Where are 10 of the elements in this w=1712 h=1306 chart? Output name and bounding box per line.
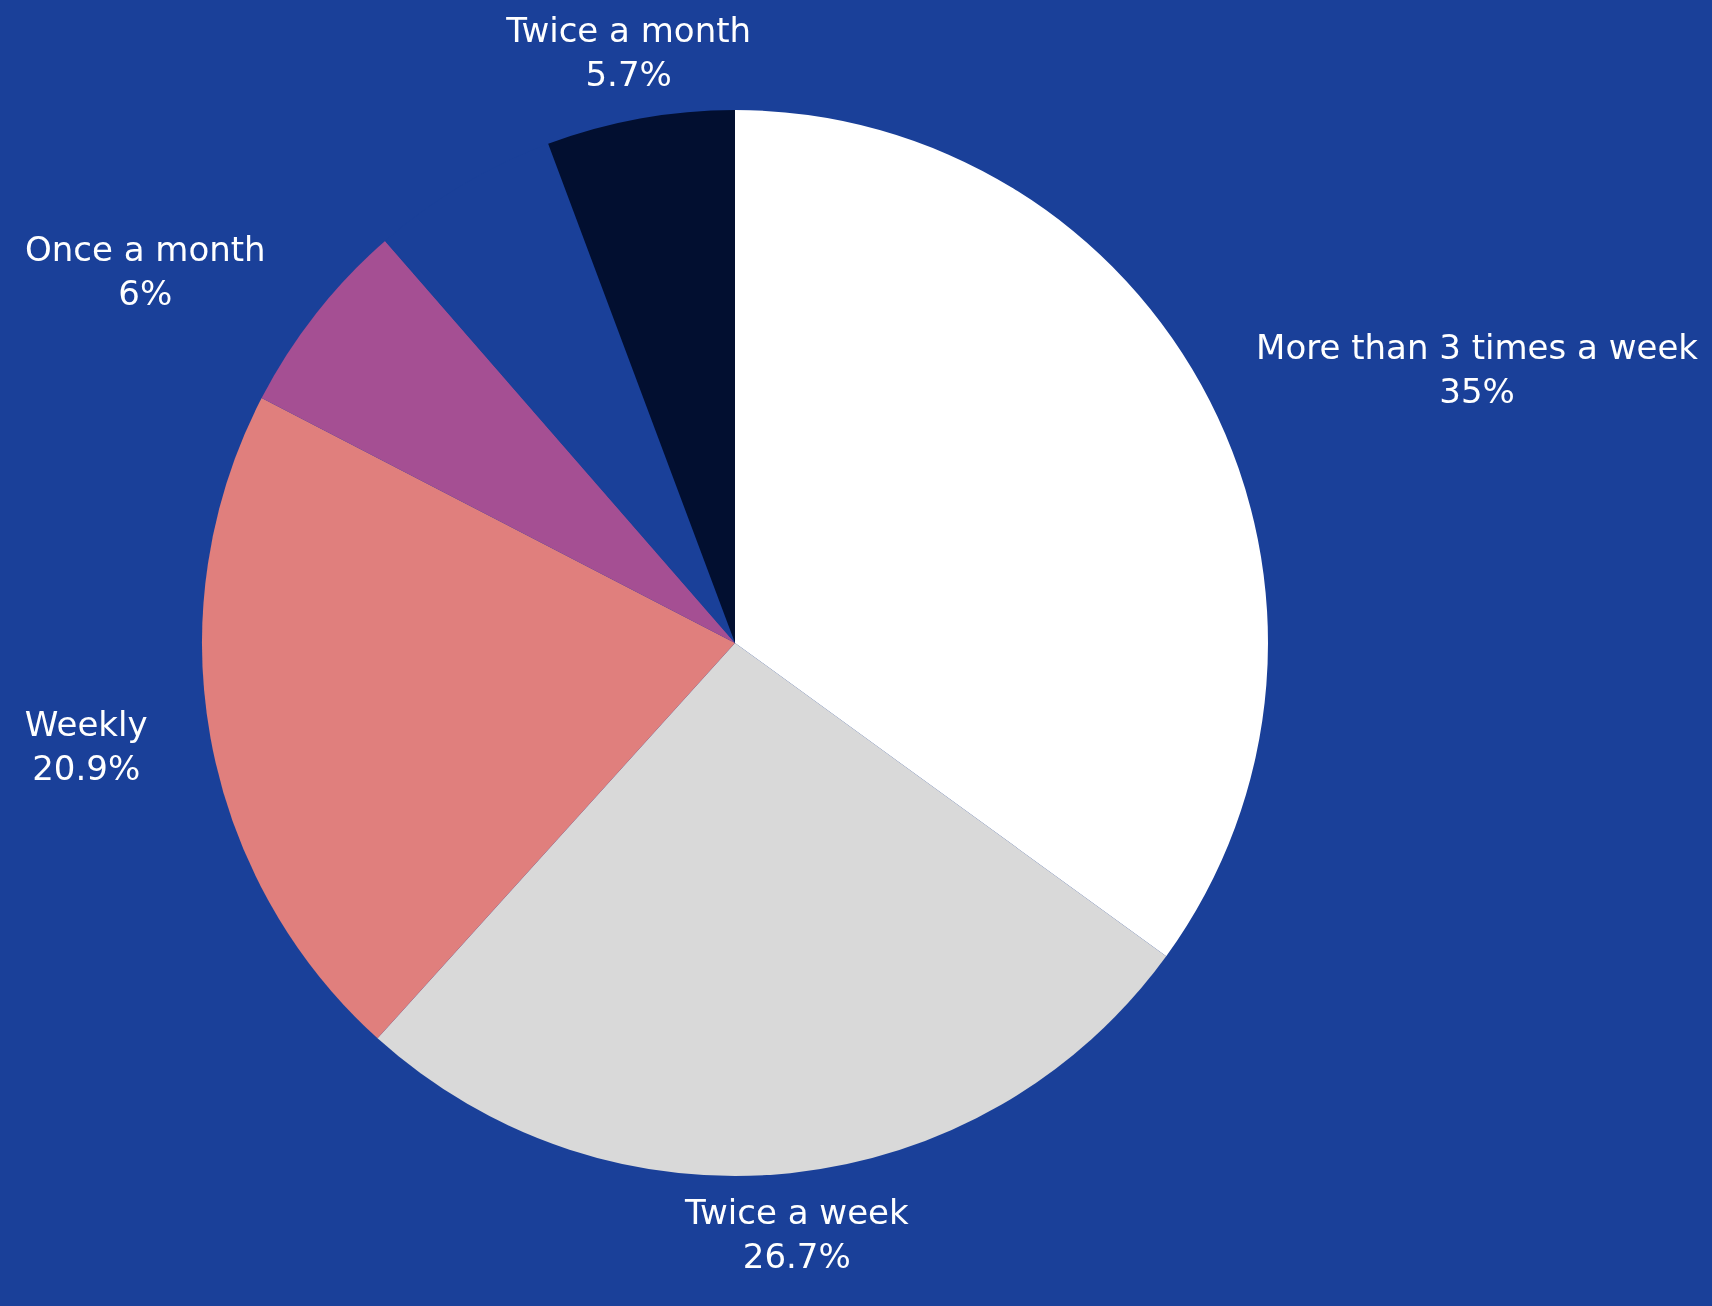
data-label: 20.9%: [32, 748, 141, 789]
slice-label: Twice a week: [683, 1191, 909, 1232]
data-label: 35%: [1439, 370, 1515, 411]
slice-label: Weekly: [24, 704, 148, 745]
slice-label: Twice a month: [505, 10, 752, 51]
data-label: 6%: [118, 272, 173, 313]
data-label: 5.7%: [585, 54, 672, 95]
slice-label: More than 3 times a week: [1256, 326, 1699, 367]
slice-label: Once a month: [24, 228, 266, 269]
data-label: 26.7%: [742, 1235, 851, 1276]
